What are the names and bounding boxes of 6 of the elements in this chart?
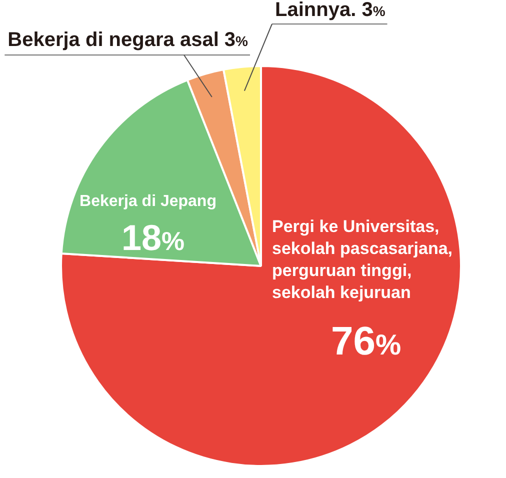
- data-label: 76%: [330, 319, 402, 364]
- slice-label: Bekerja di negara asal 3%: [8, 29, 249, 51]
- slice-label: Bekerja di Jepang: [80, 192, 216, 210]
- slice-label: Pergi ke Universitas, sekolah pascasarjana, perguruan tinggi, sekolah kejuruan: [272, 217, 453, 302]
- slice-label: Lainnya. 3%: [275, 0, 386, 21]
- data-label: 18%: [121, 216, 185, 258]
